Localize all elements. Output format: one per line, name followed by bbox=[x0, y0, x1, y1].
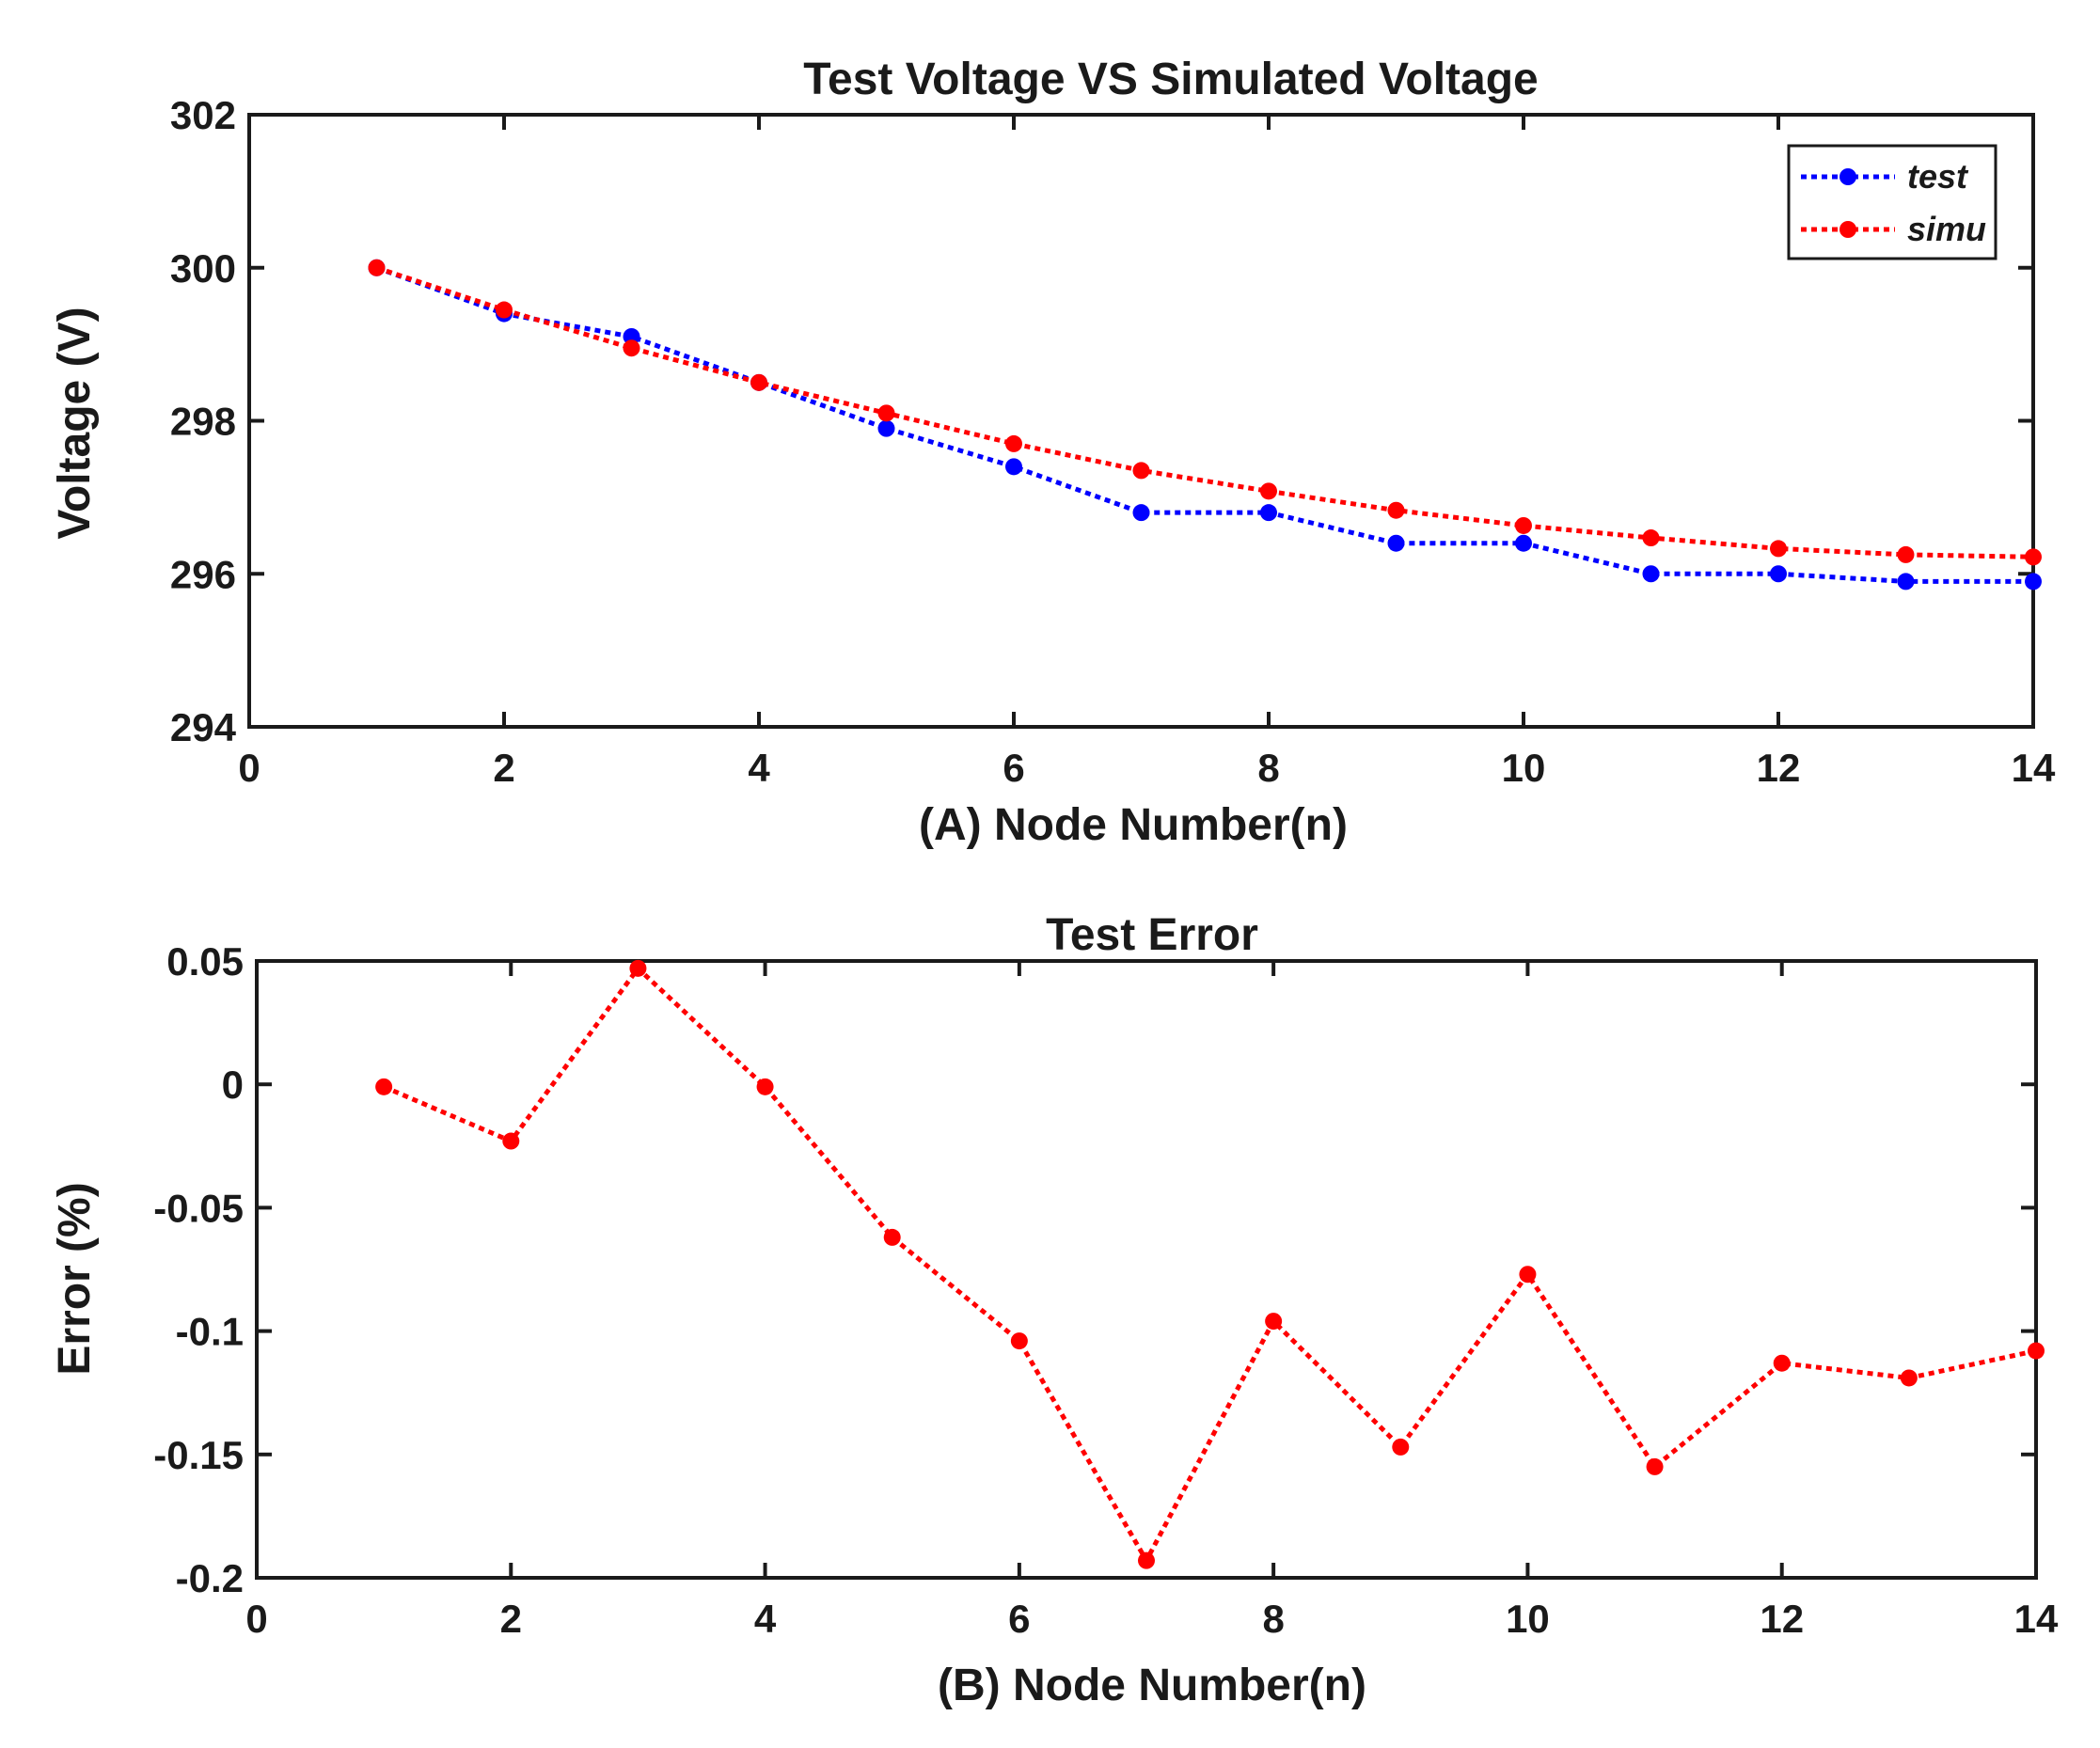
voltage-chart-ytick-label: 298 bbox=[170, 400, 236, 444]
voltage-chart-series-test-point bbox=[2025, 573, 2042, 591]
error-chart-ytick-label: -0.05 bbox=[153, 1186, 244, 1230]
error-chart-axes-box bbox=[255, 959, 2038, 1580]
error-chart-series-error-point bbox=[1900, 1369, 1918, 1387]
error-chart-series-error-point bbox=[629, 959, 647, 977]
error-chart-ytick-label: 0.05 bbox=[166, 939, 244, 984]
voltage-chart-series-simu-point bbox=[496, 301, 513, 319]
error-chart-series-error-point bbox=[1646, 1457, 1664, 1475]
error-chart-xlabel: (B) Node Number(n) bbox=[938, 1661, 1366, 1710]
error-chart-series-error-point bbox=[1138, 1551, 1155, 1569]
voltage-chart-series-test-point bbox=[1897, 573, 1915, 591]
error-chart-series-error-point bbox=[1010, 1332, 1028, 1350]
error-chart-ytick-label: -0.1 bbox=[176, 1310, 244, 1354]
voltage-chart-ylabel: Voltage (V) bbox=[50, 307, 100, 539]
voltage-chart-ytick-label: 302 bbox=[170, 93, 236, 137]
voltage-chart-ytick-label: 300 bbox=[170, 246, 236, 291]
error-chart-series-error-point bbox=[756, 1078, 774, 1095]
voltage-chart-series-simu-point bbox=[368, 259, 386, 276]
voltage-chart-series-test-point bbox=[1005, 458, 1022, 476]
voltage-chart: Test Voltage VS Simulated Voltage (A) No… bbox=[50, 55, 2056, 850]
legend-test-marker bbox=[1839, 168, 1856, 185]
voltage-chart-series-test-point bbox=[1260, 504, 1277, 522]
voltage-chart-series-test-point bbox=[1642, 565, 1660, 583]
voltage-chart-xtick-label: 0 bbox=[238, 746, 260, 790]
voltage-chart-series-test-point bbox=[1515, 534, 1532, 552]
voltage-chart-series-simu-point bbox=[877, 404, 895, 422]
error-chart-series-error-point bbox=[375, 1078, 393, 1095]
error-chart-series-error-line bbox=[383, 965, 2037, 1566]
voltage-chart-series-simu-line bbox=[375, 265, 2034, 559]
error-chart-ytick-label: 0 bbox=[222, 1063, 244, 1107]
error-chart-series-error-point bbox=[502, 1132, 520, 1150]
voltage-chart-series-simu-point bbox=[623, 339, 640, 357]
voltage-chart-series-simu-point bbox=[1897, 545, 1915, 563]
voltage-chart-xtick-label: 12 bbox=[1757, 746, 1801, 790]
error-chart: Test Error (B) Node Number(n) Error (%) … bbox=[50, 910, 2059, 1710]
error-chart-ytick-label: -0.15 bbox=[153, 1433, 244, 1477]
voltage-chart-xtick-label: 2 bbox=[493, 746, 514, 790]
error-chart-xtick-label: 0 bbox=[245, 1597, 267, 1641]
voltage-chart-series-simu-point bbox=[1005, 434, 1022, 452]
error-chart-xtick-label: 2 bbox=[500, 1597, 522, 1641]
voltage-chart-series-simu-point bbox=[1515, 516, 1532, 534]
legend-simu-marker bbox=[1839, 221, 1856, 238]
error-chart-ylabel: Error (%) bbox=[50, 1182, 100, 1375]
error-chart-series-error-point bbox=[1392, 1438, 1410, 1456]
voltage-chart-series-simu-point bbox=[1260, 482, 1277, 500]
voltage-chart-plot-area: 0 2 4 6 8 10 12 14 294 296 298 300 302 bbox=[170, 93, 2056, 790]
voltage-chart-series-simu-point bbox=[1387, 501, 1405, 519]
voltage-chart-ytick-label: 296 bbox=[170, 552, 236, 596]
voltage-chart-series-test-point bbox=[1770, 565, 1787, 583]
error-chart-ytick-label: -0.2 bbox=[176, 1556, 244, 1600]
error-chart-xtick-label: 12 bbox=[1760, 1597, 1804, 1641]
voltage-chart-series-simu-point bbox=[1642, 529, 1660, 547]
error-chart-series-error-point bbox=[1519, 1266, 1537, 1283]
voltage-chart-title: Test Voltage VS Simulated Voltage bbox=[803, 55, 1539, 104]
error-chart-plot-area: 0 2 4 6 8 10 12 14 -0.2 -0.15 -0.1 -0.05 0 0.05 bbox=[153, 939, 2059, 1641]
error-chart-title: Test Error bbox=[1046, 910, 1258, 960]
voltage-chart-series-simu-point bbox=[1132, 462, 1150, 480]
legend-box bbox=[1787, 144, 1997, 260]
voltage-chart-xtick-label: 10 bbox=[1502, 746, 1546, 790]
error-chart-series-error-point bbox=[2028, 1342, 2045, 1360]
voltage-chart-xtick-label: 4 bbox=[748, 746, 770, 790]
voltage-chart-xtick-label: 14 bbox=[2012, 746, 2056, 790]
legend-test-label: test bbox=[1907, 157, 1969, 196]
voltage-chart-legend: test simu bbox=[1787, 144, 1997, 260]
error-chart-series-error-point bbox=[1265, 1313, 1283, 1331]
error-chart-xtick-label: 6 bbox=[1008, 1597, 1030, 1641]
voltage-chart-series-test-point bbox=[877, 419, 895, 437]
voltage-chart-series-simu-point bbox=[1770, 540, 1787, 558]
voltage-chart-xtick-label: 6 bbox=[1003, 746, 1024, 790]
error-chart-xtick-label: 10 bbox=[1506, 1597, 1550, 1641]
voltage-chart-series-simu-point bbox=[2025, 548, 2042, 566]
legend-simu-label: simu bbox=[1907, 210, 1986, 248]
error-chart-series-error-point bbox=[1773, 1354, 1791, 1372]
error-chart-series-error-point bbox=[883, 1228, 901, 1246]
voltage-chart-xlabel: (A) Node Number(n) bbox=[919, 800, 1348, 850]
error-chart-xtick-label: 4 bbox=[754, 1597, 777, 1641]
error-chart-xtick-label: 8 bbox=[1262, 1597, 1284, 1641]
voltage-chart-series-test-point bbox=[1387, 534, 1405, 552]
error-chart-xtick-label: 14 bbox=[2014, 1597, 2059, 1641]
voltage-chart-series-test-point bbox=[1132, 504, 1150, 522]
voltage-chart-series-simu-point bbox=[750, 373, 767, 391]
voltage-chart-xtick-label: 8 bbox=[1257, 746, 1279, 790]
voltage-chart-ytick-label: 294 bbox=[170, 705, 237, 749]
